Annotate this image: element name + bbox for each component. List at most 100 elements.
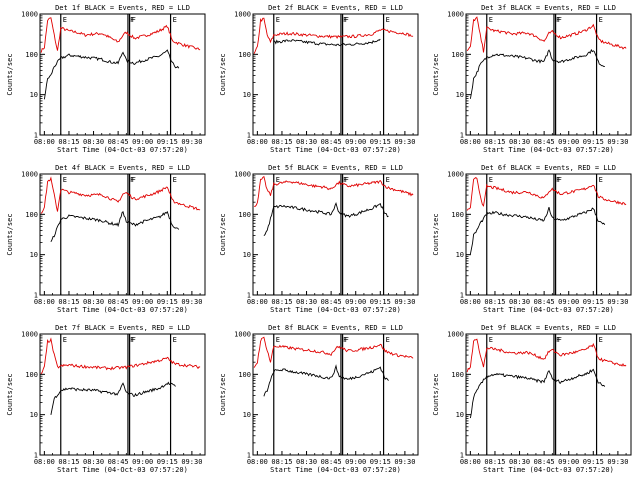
x-tick-label: 09:00 <box>345 138 366 146</box>
x-tick-label: 09:30 <box>607 138 628 146</box>
y-axis-label: Counts/sec <box>432 53 440 95</box>
x-axis-label: Start Time (04-Oct-03 07:57:20) <box>57 306 188 314</box>
panel-title: Det 6f BLACK = Events, RED = LLD <box>481 164 616 172</box>
segment-label: F <box>343 16 347 24</box>
y-tick-label: 1 <box>460 132 464 140</box>
segment-label: E <box>173 336 177 344</box>
segment-label: F <box>345 176 349 184</box>
events-series-line <box>263 364 389 397</box>
segment-label: F <box>558 336 562 344</box>
lld-series-line <box>466 177 627 211</box>
segment-label: F <box>130 16 134 24</box>
segment-label: F <box>556 176 560 184</box>
x-tick-label: 08:15 <box>58 458 79 466</box>
segment-label: E <box>173 16 177 24</box>
x-tick-label: 09:15 <box>370 138 391 146</box>
panel-title: Det 1f BLACK = Events, RED = LLD <box>55 4 190 12</box>
y-axis-label: Counts/sec <box>6 373 14 415</box>
panel-title: Det 3f BLACK = Events, RED = LLD <box>481 4 616 12</box>
detector-panel-1: Det 1f BLACK = Events, RED = LLD 1 10 100 10… <box>6 4 206 154</box>
panel-title: Det 9f BLACK = Events, RED = LLD <box>481 324 616 332</box>
detector-panel-7: Det 7f BLACK = Events, RED = LLD 1 10 100 10… <box>6 324 206 474</box>
x-tick-label: 08:45 <box>321 458 342 466</box>
events-series-line <box>273 38 381 47</box>
lld-series-line <box>253 17 414 54</box>
y-axis-label: Counts/sec <box>219 213 227 255</box>
plot-frame <box>465 13 632 136</box>
y-tick-label: 10 <box>30 251 38 259</box>
x-tick-label: 08:30 <box>509 298 530 306</box>
segment-label: E <box>599 16 603 24</box>
y-tick-label: 1000 <box>21 331 38 339</box>
y-tick-label: 1 <box>460 292 464 300</box>
x-tick-label: 09:30 <box>607 298 628 306</box>
panel-title: Det 5f BLACK = Events, RED = LLD <box>268 164 403 172</box>
y-tick-label: 1000 <box>447 11 464 19</box>
segment-label: E <box>489 16 493 24</box>
x-tick-label: 09:30 <box>181 458 202 466</box>
segment-label: F <box>130 176 134 184</box>
y-tick-label: 10 <box>243 251 251 259</box>
panel-title: Det 4f BLACK = Events, RED = LLD <box>55 164 190 172</box>
segment-label: E <box>489 176 493 184</box>
lld-series-line <box>40 337 201 375</box>
events-series-line <box>50 210 180 243</box>
x-tick-label: 09:15 <box>370 458 391 466</box>
panel-title: Det 7f BLACK = Events, RED = LLD <box>55 324 190 332</box>
y-tick-label: 100 <box>25 51 38 59</box>
x-tick-label: 09:00 <box>558 298 579 306</box>
plot-frame <box>39 173 206 296</box>
plot-frame <box>252 173 419 296</box>
lld-series-line <box>466 16 627 53</box>
segment-label: F <box>132 16 136 24</box>
plot-frame <box>252 13 419 136</box>
lld-series-line <box>466 338 627 373</box>
x-tick-label: 09:00 <box>132 138 153 146</box>
x-axis-label: Start Time (04-Oct-03 07:57:20) <box>270 466 401 474</box>
segment-label: F <box>130 336 134 344</box>
x-tick-label: 08:30 <box>296 458 317 466</box>
events-series-line <box>43 49 180 100</box>
x-tick-label: 08:00 <box>460 458 481 466</box>
y-tick-label: 1 <box>34 452 38 460</box>
x-tick-label: 08:00 <box>460 138 481 146</box>
x-tick-label: 08:45 <box>321 298 342 306</box>
x-tick-label: 09:00 <box>345 298 366 306</box>
segment-label: E <box>63 176 67 184</box>
y-axis-label: Counts/sec <box>219 53 227 95</box>
y-tick-label: 1000 <box>447 331 464 339</box>
x-tick-label: 08:45 <box>534 458 555 466</box>
y-tick-label: 1000 <box>21 171 38 179</box>
y-axis-label: Counts/sec <box>432 213 440 255</box>
x-tick-label: 08:00 <box>34 138 55 146</box>
segment-label: E <box>386 16 390 24</box>
y-axis-label: Counts/sec <box>6 213 14 255</box>
segment-label: E <box>276 336 280 344</box>
y-tick-label: 10 <box>30 91 38 99</box>
plot-frame <box>39 333 206 456</box>
y-tick-label: 1 <box>460 452 464 460</box>
x-axis-label: Start Time (04-Oct-03 07:57:20) <box>483 466 614 474</box>
y-tick-label: 1 <box>34 292 38 300</box>
y-tick-label: 1000 <box>447 171 464 179</box>
x-tick-label: 09:00 <box>558 458 579 466</box>
x-tick-label: 08:15 <box>484 298 505 306</box>
detector-panel-3: Det 3f BLACK = Events, RED = LLD 1 10 100 10… <box>432 4 632 154</box>
x-tick-label: 09:15 <box>583 298 604 306</box>
y-tick-label: 10 <box>456 411 464 419</box>
y-tick-label: 10 <box>456 251 464 259</box>
y-tick-label: 10 <box>30 411 38 419</box>
detector-panel-4: Det 4f BLACK = Events, RED = LLD 1 10 100 10… <box>6 164 206 314</box>
x-axis-label: Start Time (04-Oct-03 07:57:20) <box>57 146 188 154</box>
y-tick-label: 10 <box>456 91 464 99</box>
x-axis-label: Start Time (04-Oct-03 07:57:20) <box>270 146 401 154</box>
lld-series-line <box>254 175 414 207</box>
x-tick-label: 08:30 <box>83 138 104 146</box>
y-tick-label: 1000 <box>234 171 251 179</box>
x-axis-label: Start Time (04-Oct-03 07:57:20) <box>483 146 614 154</box>
x-tick-label: 08:00 <box>460 298 481 306</box>
x-tick-label: 09:00 <box>132 298 153 306</box>
x-tick-label: 09:30 <box>181 138 202 146</box>
segment-label: E <box>276 16 280 24</box>
